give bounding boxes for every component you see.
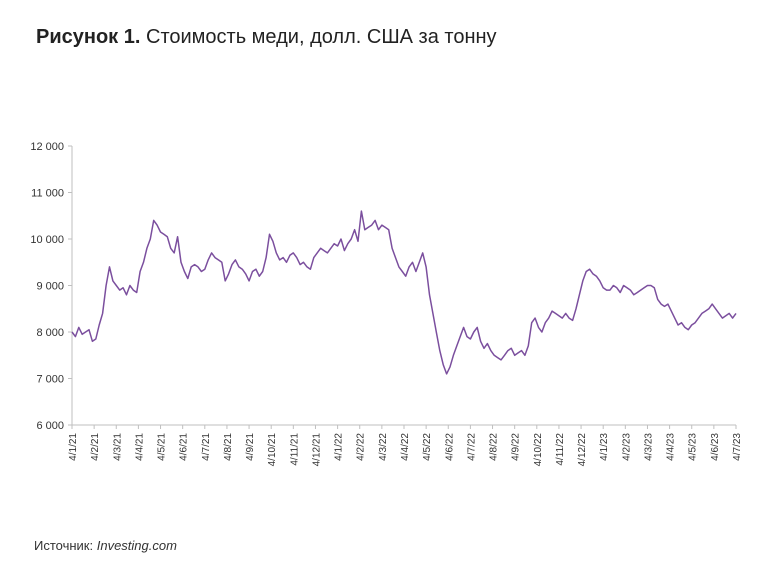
source-label: Источник:: [34, 538, 94, 553]
x-tick-label: 4/4/23: [666, 433, 677, 461]
x-tick-label: 4/4/21: [134, 433, 145, 461]
x-tick-label: 4/7/22: [466, 433, 477, 461]
x-tick-label: 4/12/21: [311, 433, 322, 467]
x-tick-label: 4/1/21: [68, 433, 79, 461]
x-tick-label: 4/5/22: [422, 433, 433, 461]
x-tick-label: 4/7/21: [201, 433, 212, 461]
plot-area: [71, 210, 737, 375]
x-tick-label: 4/8/22: [489, 433, 500, 461]
x-tick-label: 4/6/23: [710, 433, 721, 461]
x-tick-label: 4/2/22: [356, 433, 367, 461]
x-tick-label: 4/3/23: [643, 433, 654, 461]
y-tick-label: 12 000: [30, 141, 64, 153]
x-tick-label: 4/11/22: [555, 433, 566, 466]
x-tick-label: 4/2/21: [90, 433, 101, 461]
chart-title: Рисунок 1. Стоимость меди, долл. США за …: [36, 26, 497, 49]
x-tick-label: 4/5/21: [157, 433, 168, 461]
figure-title-text: Стоимость меди, долл. США за тонну: [146, 26, 497, 48]
x-tick-label: 4/6/22: [444, 433, 455, 461]
x-tick-label: 4/1/23: [599, 433, 610, 461]
y-tick-label: 7 000: [36, 374, 64, 386]
y-tick-label: 9 000: [36, 281, 64, 293]
x-tick-label: 4/1/22: [334, 433, 345, 461]
y-tick-label: 11 000: [31, 188, 64, 200]
y-tick-label: 6 000: [36, 420, 64, 432]
x-tick-label: 4/8/21: [223, 433, 234, 461]
y-tick-label: 8 000: [36, 327, 64, 339]
figure-label: Рисунок 1.: [36, 26, 141, 48]
x-tick-label: 4/6/21: [179, 433, 190, 461]
x-tick-label: 4/9/22: [511, 433, 522, 461]
y-tick-label: 10 000: [30, 234, 64, 246]
series-line: [71, 210, 737, 375]
x-tick-label: 4/3/21: [112, 433, 123, 461]
x-tick-label: 4/4/22: [400, 433, 411, 461]
y-axis: 6 000 7 000 8 000 9 000 10 000 11 000 12 000: [30, 141, 73, 432]
x-axis: 4/1/21 4/2/21 4/3/21 4/4/21 4/5/21 4/6/21 4/7/…: [68, 424, 743, 467]
x-tick-label: 4/11/21: [289, 433, 300, 466]
x-tick-label: 4/12/22: [577, 433, 588, 467]
x-tick-label: 4/10/22: [533, 433, 544, 467]
x-tick-label: 4/9/21: [245, 433, 256, 461]
source-note: Источник: Investing.com: [34, 538, 177, 553]
x-tick-label: 4/3/22: [378, 433, 389, 461]
source-value: Investing.com: [96, 538, 177, 553]
x-tick-label: 4/7/23: [732, 433, 743, 461]
x-tick-label: 4/5/23: [688, 433, 699, 461]
x-tick-label: 4/10/21: [267, 433, 278, 467]
x-tick-label: 4/2/23: [621, 433, 632, 461]
